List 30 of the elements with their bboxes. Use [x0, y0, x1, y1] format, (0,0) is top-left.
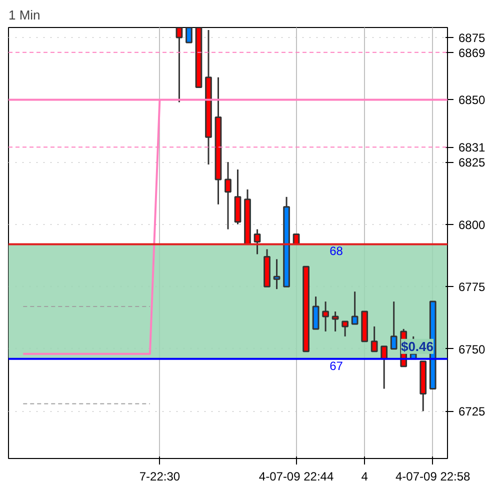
y-tick-label: 6725 — [458, 404, 486, 419]
ref-line-label: 6850 — [458, 93, 486, 108]
y-tick-label: 6825 — [458, 156, 486, 170]
candlestick — [312, 296, 320, 330]
y-tick-label: 6750 — [458, 342, 486, 356]
candlestick — [342, 320, 348, 338]
y-tick-label: 6800 — [458, 218, 486, 232]
candlestick — [254, 228, 261, 255]
band-label: $0.46 — [400, 338, 434, 354]
candlestick — [380, 346, 388, 390]
x-tick-label: 4 — [361, 470, 368, 484]
candlestick — [370, 326, 378, 352]
candlestick — [273, 258, 280, 290]
candlestick — [176, 28, 183, 103]
annotation: 68 — [330, 244, 344, 258]
chart-title: 1 Min — [8, 8, 40, 22]
ref-line-label: 6831 — [458, 140, 486, 155]
x-tick-label: 4-07-09 22:44 — [258, 470, 334, 484]
x-tick-label: 7-22:30 — [139, 470, 180, 484]
candlestick — [332, 310, 339, 332]
x-tick-label: 4-07-09 22:58 — [396, 470, 471, 484]
candlestick — [322, 300, 329, 332]
y-tick-label: 6775 — [458, 280, 486, 294]
candlestick — [351, 290, 358, 325]
y-tick-label: 6875 — [458, 30, 486, 45]
candlestick — [390, 300, 398, 350]
ref-line-label: 6869 — [458, 46, 486, 60]
candlestick — [186, 28, 192, 44]
candlestick — [224, 161, 232, 230]
annotation: 67 — [330, 358, 344, 373]
